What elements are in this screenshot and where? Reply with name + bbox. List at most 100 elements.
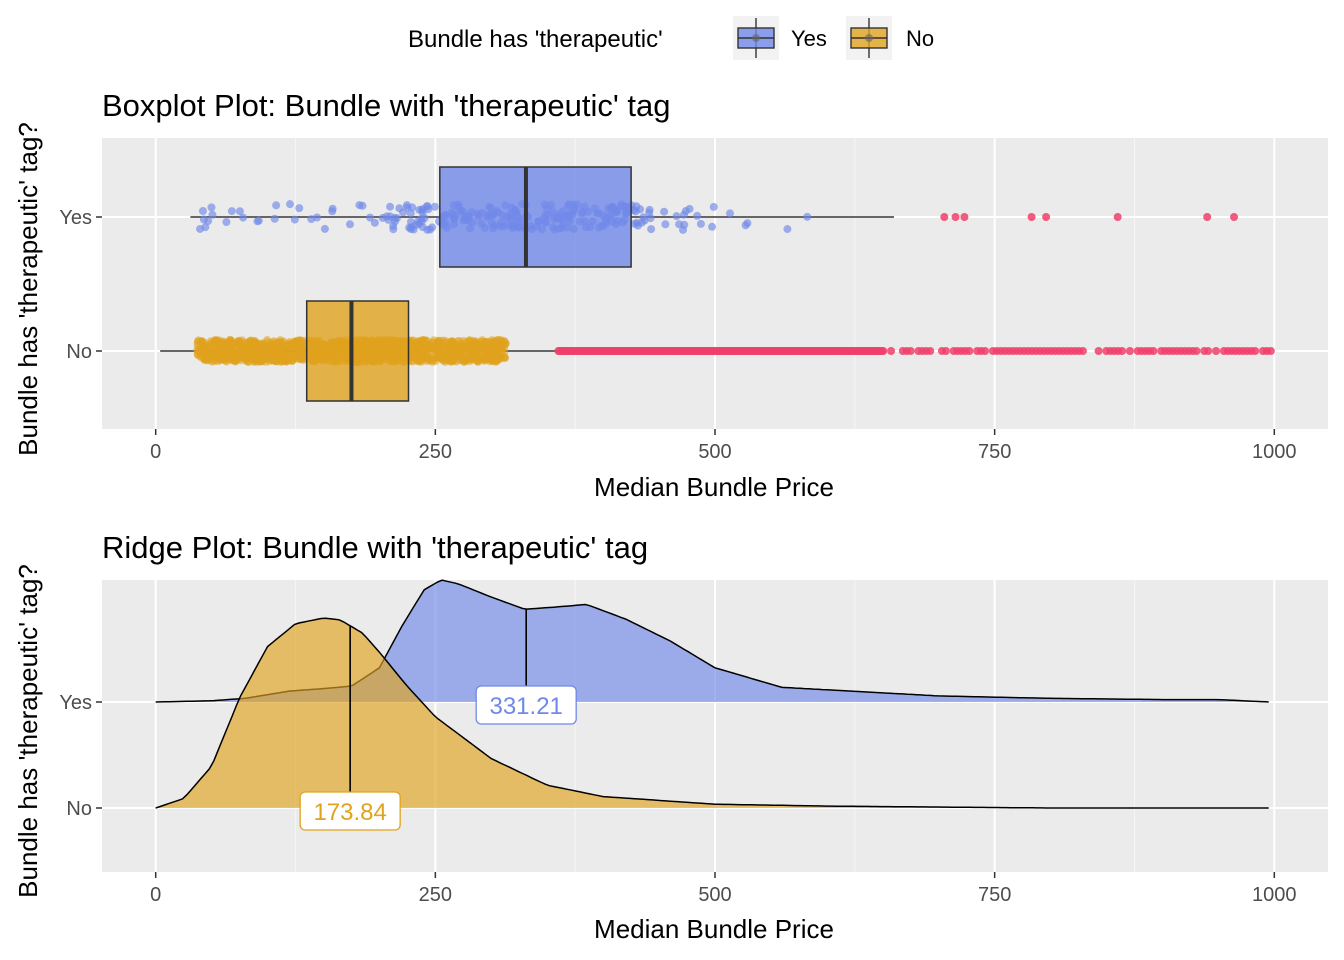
legend-label-no: No xyxy=(906,26,934,51)
boxplot-no-jitter-point xyxy=(194,350,203,359)
ridge-y-tick-label: No xyxy=(66,798,92,820)
boxplot-no-jitter-point xyxy=(448,343,457,352)
boxplot-yes-jitter-point xyxy=(390,213,399,222)
boxplot-yes-jitter-point xyxy=(207,203,216,212)
boxplot-no-jitter-point xyxy=(419,336,428,345)
boxplot-x-axis-title: Median Bundle Price xyxy=(594,472,834,502)
legend-title: Bundle has 'therapeutic' xyxy=(408,26,663,53)
boxplot-y-tick-label: No xyxy=(66,341,92,363)
boxplot-x-tick-label: 500 xyxy=(698,441,731,463)
ridge-y-tick-label: Yes xyxy=(59,692,92,714)
boxplot-yes-outlier xyxy=(951,213,960,221)
boxplot-no-box xyxy=(305,300,410,402)
boxplot-no-jitter-point xyxy=(226,336,235,345)
ridge-x-tick-label: 500 xyxy=(698,884,731,906)
boxplot-no-outlier xyxy=(1251,347,1260,355)
ridge-no-density-line xyxy=(155,617,1269,809)
boxplot-no-jitter-point xyxy=(443,351,452,360)
legend-label-yes: Yes xyxy=(791,26,827,51)
boxplot-yes-jitter-point xyxy=(661,220,670,229)
boxplot-no-outlier xyxy=(1192,347,1201,355)
boxplot-yes-jitter-point xyxy=(358,201,367,210)
boxplot-no-outlier xyxy=(1266,347,1275,355)
boxplot-no-jitter-point xyxy=(413,337,422,346)
boxplot-yes-jitter-point xyxy=(636,205,645,214)
boxplot-yes-outlier xyxy=(940,213,949,221)
boxplot-yes-jitter-point xyxy=(743,219,752,228)
boxplot-no-outlier xyxy=(1149,347,1158,355)
boxplot-yes-outlier xyxy=(1230,213,1239,221)
boxplot-no-jitter-point xyxy=(492,350,501,359)
boxplot-yes-jitter-point xyxy=(270,214,279,223)
boxplot-yes-jitter-point xyxy=(366,213,375,222)
boxplot-yes-jitter-point xyxy=(222,218,231,227)
boxplot-x-tick-label: 1000 xyxy=(1252,441,1297,463)
boxplot-no-outlier xyxy=(887,347,896,355)
boxplot-no-jitter-point xyxy=(297,350,306,359)
ridge-plot-area: 0 250 500 750 1000 Yes No 331.21 173.84 xyxy=(59,579,1328,906)
boxplot-yes-jitter-point xyxy=(646,214,655,223)
ridge-yes-median-label: 331.21 xyxy=(489,693,562,720)
boxplot-title: Boxplot Plot: Bundle with 'therapeutic' … xyxy=(102,88,670,123)
boxplot-yes-outlier xyxy=(1113,213,1122,221)
legend-key-no-point xyxy=(865,34,873,42)
boxplot-yes-box xyxy=(439,166,632,268)
boxplot-plot-area: 0 250 500 750 1000 Yes No xyxy=(59,138,1328,463)
boxplot-no-outlier xyxy=(981,347,990,355)
boxplot-no-outlier xyxy=(1212,347,1221,355)
boxplot-yes-outlier xyxy=(1027,213,1036,221)
boxplot-yes-jitter-point xyxy=(272,201,281,210)
boxplot-no-outlier xyxy=(1125,347,1134,355)
boxplot-no-jitter-point xyxy=(211,351,220,360)
boxplot-no-jitter-point xyxy=(474,357,483,366)
boxplot-no-outlier xyxy=(906,347,915,355)
legend-key-yes xyxy=(733,16,779,60)
boxplot-panel: Boxplot Plot: Bundle with 'therapeutic' … xyxy=(13,88,1328,502)
boxplot-yes-jitter-point xyxy=(313,213,322,222)
boxplot-no-outlier xyxy=(1094,347,1103,355)
boxplot-no-jitter-point xyxy=(233,337,242,346)
ridge-no-density-area xyxy=(155,618,1269,808)
boxplot-no-jitter-point xyxy=(244,349,253,358)
boxplot-yes-jitter-point xyxy=(370,218,379,227)
legend: Bundle has 'therapeutic' Yes No xyxy=(408,16,934,60)
boxplot-x-tick-label: 0 xyxy=(150,441,161,463)
boxplot-y-tick-label: Yes xyxy=(59,207,92,229)
boxplot-y-axis-title: Bundle has 'therapeutic' tag? xyxy=(13,122,43,456)
boxplot-yes-jitter-point xyxy=(696,219,705,228)
boxplot-no-jitter-point xyxy=(209,343,218,352)
boxplot-yes-jitter-point xyxy=(426,225,435,234)
boxplot-no-jitter-point xyxy=(407,347,416,356)
boxplot-yes-jitter-point xyxy=(208,210,217,219)
boxplot-yes-jitter-point xyxy=(386,202,395,211)
boxplot-yes-jitter-point xyxy=(290,215,299,224)
boxplot-yes-jitter-point xyxy=(725,209,734,218)
boxplot-yes-jitter-point xyxy=(412,220,421,229)
boxplot-no-jitter-point xyxy=(414,357,423,366)
boxplot-yes-jitter-point xyxy=(286,200,295,209)
boxplot-x-tick-label: 250 xyxy=(419,441,452,463)
boxplot-no-jitter-point xyxy=(256,352,265,361)
boxplot-yes-jitter-point xyxy=(382,212,391,221)
ridge-yes-density-area xyxy=(155,580,1269,702)
boxplot-yes-jitter-point xyxy=(198,207,207,216)
boxplot-yes-jitter-point xyxy=(403,203,412,212)
boxplot-no-jitter-point xyxy=(431,346,440,355)
boxplot-no-outlier xyxy=(1078,347,1087,355)
boxplot-no-outlier xyxy=(879,347,888,355)
boxplot-no-jitter-point xyxy=(230,355,239,364)
boxplot-no-jitter-point xyxy=(408,357,417,366)
legend-key-no xyxy=(846,16,892,60)
boxplot-no-jitter-point xyxy=(459,342,468,351)
boxplot-no-outlier xyxy=(941,347,950,355)
boxplot-yes-jitter-point xyxy=(693,211,702,220)
boxplot-no-outlier xyxy=(1204,347,1213,355)
boxplot-no-jitter-point xyxy=(291,348,300,357)
boxplot-no-jitter-point xyxy=(267,342,276,351)
boxplot-no-jitter-point xyxy=(425,353,434,362)
boxplot-no-jitter-point xyxy=(279,342,288,351)
boxplot-no-jitter-point xyxy=(222,357,231,366)
boxplot-no-outlier xyxy=(1118,347,1127,355)
boxplot-no-jitter-point xyxy=(420,349,429,358)
